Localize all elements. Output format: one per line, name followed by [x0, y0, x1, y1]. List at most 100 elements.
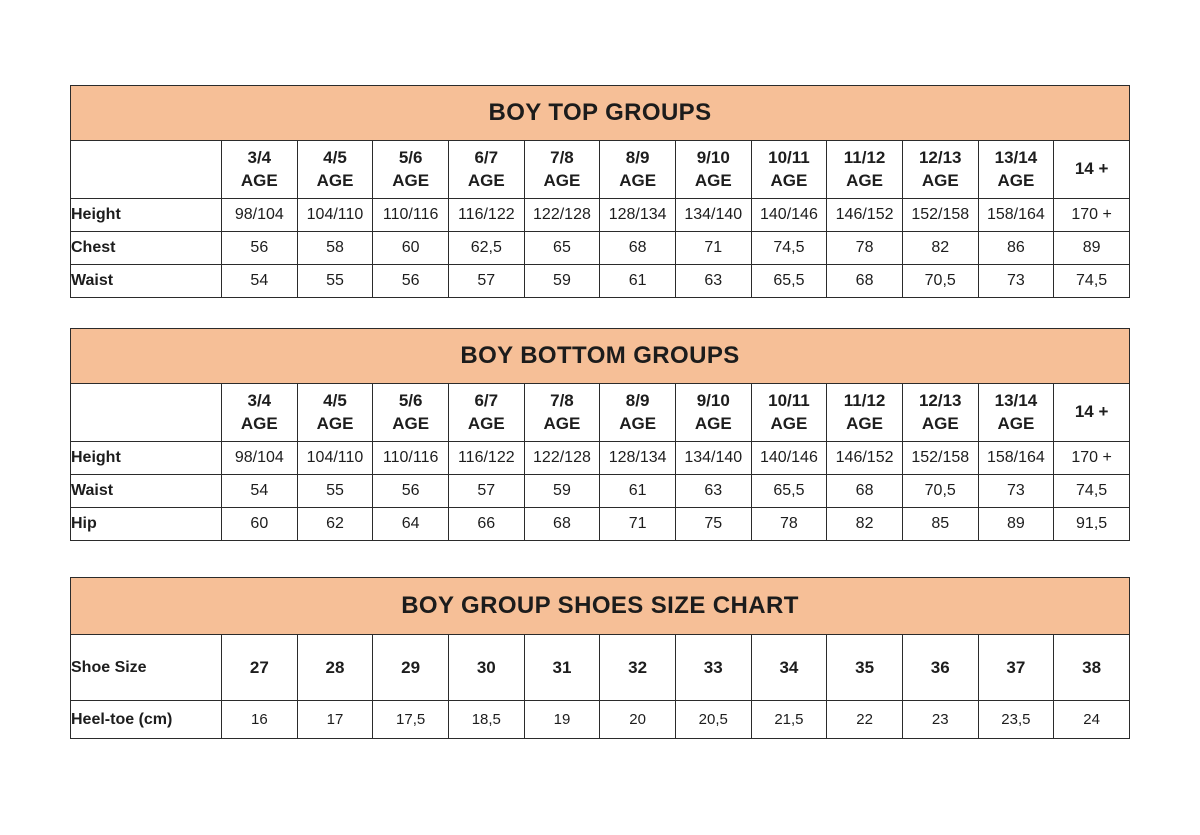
- value-cell: 104/110: [296, 198, 374, 232]
- value-cell: 98/104: [221, 441, 298, 475]
- value-cell: 66: [447, 507, 525, 541]
- row-label: Height: [70, 198, 222, 232]
- value-cell: 18,5: [447, 700, 525, 739]
- value-cell: 55: [296, 264, 374, 298]
- table-title-row: BOY TOP GROUPS: [70, 85, 1130, 141]
- value-cell: 59: [523, 474, 601, 508]
- age-column-header: 3/4 AGE: [221, 140, 298, 199]
- boy-shoes-size-table: BOY GROUP SHOES SIZE CHART Shoe Size 27 28…: [70, 577, 1130, 739]
- empty-corner-cell: [70, 140, 222, 199]
- age-column-header: 4/5 AGE: [296, 140, 374, 199]
- age-column-header: 5/6 AGE: [372, 383, 449, 442]
- row-label: Waist: [70, 474, 222, 508]
- value-cell: 140/146: [750, 441, 828, 475]
- value-cell: 116/122: [447, 441, 525, 475]
- value-cell: 31: [523, 634, 601, 701]
- value-cell: 62,5: [447, 231, 525, 265]
- age-column-header: 12/13 AGE: [901, 140, 979, 199]
- value-cell: 91,5: [1053, 507, 1130, 541]
- age-column-header: 13/14 AGE: [977, 383, 1055, 442]
- value-cell: 17: [296, 700, 374, 739]
- empty-corner-cell: [70, 383, 222, 442]
- value-cell: 56: [372, 264, 449, 298]
- value-cell: 70,5: [901, 264, 979, 298]
- age-column-header: 8/9 AGE: [599, 383, 676, 442]
- row-label: Height: [70, 441, 222, 475]
- age-column-header: 10/11 AGE: [750, 383, 828, 442]
- table-title: BOY BOTTOM GROUPS: [70, 328, 1130, 384]
- value-cell: 33: [674, 634, 752, 701]
- value-cell: 23,5: [977, 700, 1055, 739]
- value-cell: 35: [826, 634, 903, 701]
- value-cell: 110/116: [372, 441, 449, 475]
- value-cell: 73: [977, 264, 1055, 298]
- value-cell: 152/158: [901, 441, 979, 475]
- value-cell: 104/110: [296, 441, 374, 475]
- value-cell: 74,5: [1053, 474, 1130, 508]
- value-cell: 17,5: [372, 700, 449, 739]
- value-cell: 57: [447, 264, 525, 298]
- value-cell: 86: [977, 231, 1055, 265]
- value-cell: 68: [826, 264, 903, 298]
- value-cell: 146/152: [826, 198, 903, 232]
- value-cell: 54: [221, 264, 298, 298]
- table-row: Waist 54 55 56 57 59 61 63 65,5 68 70,5 73 74,5: [70, 474, 1130, 508]
- value-cell: 78: [826, 231, 903, 265]
- value-cell: 110/116: [372, 198, 449, 232]
- value-cell: 36: [901, 634, 979, 701]
- value-cell: 60: [372, 231, 449, 265]
- age-column-header: 13/14 AGE: [977, 140, 1055, 199]
- value-cell: 71: [674, 231, 752, 265]
- value-cell: 24: [1053, 700, 1130, 739]
- value-cell: 71: [599, 507, 676, 541]
- value-cell: 29: [372, 634, 449, 701]
- age-column-header: 3/4 AGE: [221, 383, 298, 442]
- value-cell: 59: [523, 264, 601, 298]
- value-cell: 116/122: [447, 198, 525, 232]
- value-cell: 98/104: [221, 198, 298, 232]
- row-label: Chest: [70, 231, 222, 265]
- value-cell: 74,5: [1053, 264, 1130, 298]
- value-cell: 32: [599, 634, 676, 701]
- value-cell: 57: [447, 474, 525, 508]
- value-cell: 82: [826, 507, 903, 541]
- value-cell: 158/164: [977, 441, 1055, 475]
- value-cell: 85: [901, 507, 979, 541]
- age-column-header: 7/8 AGE: [523, 140, 601, 199]
- value-cell: 140/146: [750, 198, 828, 232]
- value-cell: 37: [977, 634, 1055, 701]
- table-title-row: BOY GROUP SHOES SIZE CHART: [70, 577, 1130, 635]
- table-title-row: BOY BOTTOM GROUPS: [70, 328, 1130, 384]
- value-cell: 27: [221, 634, 298, 701]
- age-column-header: 14 +: [1053, 140, 1130, 199]
- column-header-row: 3/4 AGE 4/5 AGE 5/6 AGE 6/7 AGE 7/8 AGE 8/9 A…: [70, 140, 1130, 199]
- value-cell: 74,5: [750, 231, 828, 265]
- row-label: Hip: [70, 507, 222, 541]
- value-cell: 68: [599, 231, 676, 265]
- value-cell: 82: [901, 231, 979, 265]
- value-cell: 70,5: [901, 474, 979, 508]
- value-cell: 170 +: [1053, 198, 1130, 232]
- value-cell: 75: [674, 507, 752, 541]
- value-cell: 63: [674, 474, 752, 508]
- value-cell: 56: [221, 231, 298, 265]
- value-cell: 16: [221, 700, 298, 739]
- table-row: Chest 56 58 60 62,5 65 68 71 74,5 78 82 86 89: [70, 231, 1130, 265]
- value-cell: 89: [1053, 231, 1130, 265]
- value-cell: 20: [599, 700, 676, 739]
- value-cell: 61: [599, 474, 676, 508]
- table-row: Heel-toe (cm) 16 17 17,5 18,5 19 20 20,5 21,5 22 2…: [70, 700, 1130, 739]
- value-cell: 78: [750, 507, 828, 541]
- value-cell: 73: [977, 474, 1055, 508]
- value-cell: 55: [296, 474, 374, 508]
- value-cell: 62: [296, 507, 374, 541]
- value-cell: 56: [372, 474, 449, 508]
- value-cell: 146/152: [826, 441, 903, 475]
- value-cell: 58: [296, 231, 374, 265]
- age-column-header: 6/7 AGE: [447, 383, 525, 442]
- value-cell: 158/164: [977, 198, 1055, 232]
- age-column-header: 5/6 AGE: [372, 140, 449, 199]
- value-cell: 65,5: [750, 264, 828, 298]
- value-cell: 68: [523, 507, 601, 541]
- value-cell: 38: [1053, 634, 1130, 701]
